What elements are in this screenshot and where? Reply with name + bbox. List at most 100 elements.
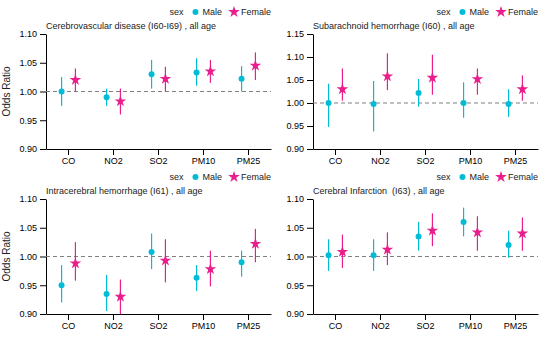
- point: [115, 95, 127, 106]
- legend-item: Male: [459, 7, 489, 17]
- tick-mark: [335, 149, 336, 155]
- y-tick: 1.05: [286, 75, 313, 85]
- point: [59, 282, 65, 288]
- x-tick: SO2: [149, 149, 167, 166]
- point: [517, 83, 529, 94]
- tick-label: PM25: [237, 321, 261, 331]
- series: [337, 53, 529, 100]
- legend-item: Female: [495, 6, 538, 17]
- tick-mark: [307, 57, 313, 58]
- plot-area: 0.900.951.001.051.10CONO2SO2PM10PM25: [19, 194, 271, 331]
- tick-mark: [515, 314, 516, 320]
- point: [382, 243, 394, 254]
- point: [115, 291, 127, 302]
- tick-label: PM10: [192, 156, 216, 166]
- tick-mark: [307, 257, 313, 258]
- tick-label: CO: [329, 156, 343, 166]
- point: [416, 90, 422, 96]
- panel: 0.900.951.001.051.101.15CONO2SO2PM10PM25…: [286, 6, 538, 167]
- series: [59, 58, 245, 106]
- data-layer: [46, 229, 271, 314]
- tick-label: 1.10: [19, 29, 37, 39]
- tick-label: 0.95: [286, 281, 304, 291]
- point: [427, 72, 439, 83]
- data-layer: [46, 52, 271, 114]
- y-tick: 1.00: [286, 252, 313, 262]
- tick-label: 0.90: [286, 309, 304, 319]
- tick-mark: [307, 34, 313, 35]
- reference-line: [313, 256, 538, 257]
- legend-label: Female: [241, 172, 271, 182]
- point: [517, 227, 529, 238]
- x-tick: PM25: [237, 149, 261, 166]
- tick-label: 0.90: [19, 309, 37, 319]
- legend-label: Female: [508, 172, 538, 182]
- legend-label: Male: [202, 7, 222, 17]
- subplot-title: Intracerebral hemorrhage (I61) , all age: [46, 186, 203, 196]
- point: [416, 233, 422, 239]
- y-axis-label: Odds Ratio: [1, 231, 12, 281]
- x-tick: PM10: [459, 314, 483, 331]
- legend-marker: [192, 174, 198, 180]
- tick-mark: [40, 92, 46, 93]
- subplot-title: Subarachnoid hemorrhage (I60) , all age: [313, 21, 475, 31]
- x-tick: CO: [329, 314, 343, 331]
- y-tick: 0.95: [286, 121, 313, 131]
- tick-label: PM10: [459, 321, 483, 331]
- tick-label: 1.05: [286, 223, 304, 233]
- tick-mark: [40, 285, 46, 286]
- y-axis-label: Odds Ratio: [1, 66, 12, 116]
- point: [194, 275, 200, 281]
- tick-mark: [40, 63, 46, 64]
- tick-mark: [158, 314, 159, 320]
- point: [239, 76, 245, 82]
- legend-marker: [459, 174, 465, 180]
- tick-mark: [307, 103, 313, 104]
- y-tick: 1.05: [19, 58, 46, 68]
- tick-label: 1.00: [286, 252, 304, 262]
- legend-item: Male: [192, 172, 222, 182]
- tick-mark: [307, 228, 313, 229]
- tick-mark: [335, 314, 336, 320]
- axis-line: [313, 35, 314, 150]
- subplot-title: Cerebral Infarction (I63) , all age: [313, 186, 445, 196]
- tick-label: 0.90: [19, 144, 37, 154]
- tick-label: PM25: [237, 156, 261, 166]
- y-tick: 0.95: [19, 116, 46, 126]
- point: [326, 252, 332, 258]
- point: [506, 242, 512, 248]
- tick-label: NO2: [371, 156, 390, 166]
- point: [326, 100, 332, 106]
- legend: sexMaleFemale: [169, 6, 271, 17]
- tick-mark: [203, 314, 204, 320]
- point: [104, 94, 110, 100]
- tick-label: 1.00: [19, 252, 37, 262]
- y-tick: 0.90: [19, 144, 46, 154]
- x-axis: CONO2SO2PM10PM25: [47, 314, 272, 331]
- x-tick: NO2: [371, 149, 390, 166]
- series: [59, 234, 245, 312]
- legend-marker: [228, 171, 240, 182]
- x-tick: SO2: [149, 314, 167, 331]
- y-tick: 0.95: [286, 281, 313, 291]
- x-tick: PM10: [192, 314, 216, 331]
- legend: sexMaleFemale: [169, 171, 271, 182]
- legend-marker: [228, 6, 240, 17]
- tick-label: PM10: [459, 156, 483, 166]
- data-layer: [313, 53, 538, 131]
- tick-label: 1.05: [19, 223, 37, 233]
- legend-item: Male: [192, 7, 222, 17]
- x-tick: PM10: [459, 149, 483, 166]
- x-tick: NO2: [104, 314, 123, 331]
- point: [70, 74, 82, 85]
- tick-mark: [470, 149, 471, 155]
- plot-area: 0.900.951.001.051.101.15CONO2SO2PM10PM25: [286, 29, 538, 166]
- y-tick: 1.00: [19, 87, 46, 97]
- y-tick: 0.90: [286, 144, 313, 154]
- y-tick: 1.10: [286, 52, 313, 62]
- legend-item: Female: [495, 171, 538, 182]
- tick-mark: [113, 149, 114, 155]
- tick-mark: [307, 149, 313, 150]
- x-tick: NO2: [104, 149, 123, 166]
- reference-line: [313, 103, 538, 104]
